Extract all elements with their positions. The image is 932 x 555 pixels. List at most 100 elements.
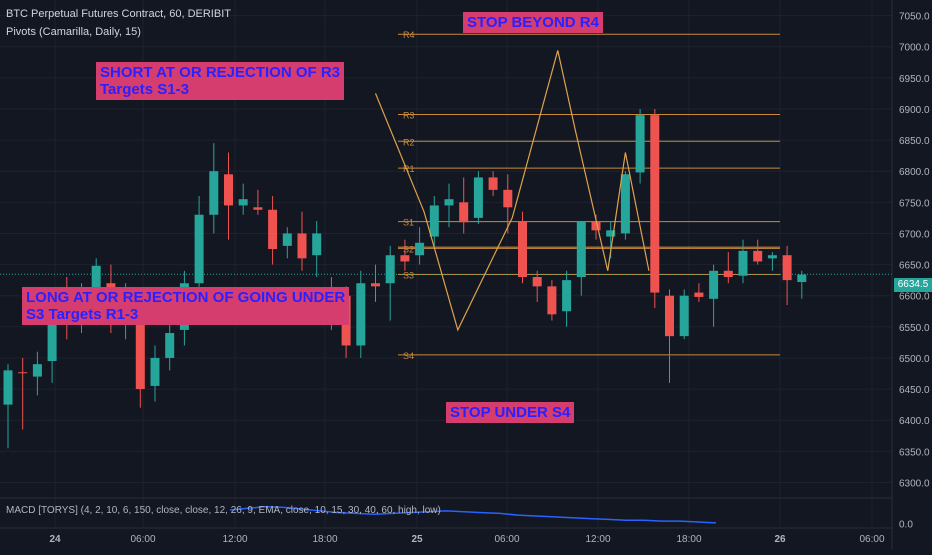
- y-tick-label: 6900.0: [899, 105, 930, 116]
- candle: [165, 320, 175, 371]
- y-tick-label: 6450.0: [899, 385, 930, 396]
- y-tick-label: 6400.0: [899, 416, 930, 427]
- candle: [503, 174, 513, 234]
- candle-body: [532, 277, 542, 287]
- macd-pane: 0.0: [0, 497, 913, 531]
- y-tick-label: 6300.0: [899, 478, 930, 489]
- candle: [532, 270, 542, 302]
- candle-body: [665, 295, 674, 337]
- pivot-label: S2: [403, 244, 414, 254]
- y-tick-label: 6350.0: [899, 447, 930, 458]
- pivot-label: S1: [403, 218, 414, 228]
- candle: [738, 239, 748, 284]
- y-tick-label: 6550.0: [899, 323, 930, 334]
- pivot-label: R4: [403, 30, 415, 40]
- candle: [268, 196, 278, 265]
- candle: [385, 245, 395, 321]
- candle-body: [782, 255, 792, 281]
- candle: [32, 351, 42, 396]
- x-tick-label: 18:00: [312, 534, 337, 545]
- candle: [723, 252, 733, 284]
- candle: [400, 239, 410, 271]
- candle: [620, 171, 630, 240]
- candle-body: [503, 189, 513, 208]
- candle: [709, 264, 719, 327]
- x-tick-label: 26: [774, 534, 786, 545]
- candle-body: [620, 174, 630, 234]
- stop-s4-callout: STOP UNDER S4: [446, 402, 575, 423]
- macd-label: MACD [TORYS] (4, 2, 10, 6, 150, close, c…: [6, 505, 441, 516]
- pivots-indicator-label: Pivots (Camarilla, Daily, 15): [6, 26, 141, 38]
- candle: [782, 245, 792, 306]
- candle: [224, 152, 233, 240]
- candle-body: [400, 255, 410, 262]
- candle-body: [91, 265, 101, 293]
- candle-body: [429, 205, 439, 237]
- candle-body: [576, 220, 586, 278]
- candle-body: [473, 177, 483, 218]
- pivot-label: R1: [403, 164, 415, 174]
- candle-body: [268, 209, 278, 249]
- candle-body: [591, 220, 601, 231]
- symbol-title: BTC Perpetual Futures Contract, 60, DERI…: [6, 8, 231, 20]
- x-tick-label: 06:00: [859, 534, 884, 545]
- pivot-label: S3: [403, 271, 414, 281]
- candle-body: [709, 270, 719, 299]
- y-tick-label: 6600.0: [899, 292, 930, 303]
- candle-body: [312, 233, 322, 256]
- short-callout: SHORT AT OR REJECTION OF R3 Targets S1-3: [96, 62, 345, 100]
- candle-body: [723, 270, 733, 278]
- candle-body: [18, 372, 28, 374]
- candle-body: [547, 286, 557, 315]
- candle: [253, 189, 263, 215]
- time-axis[interactable]: 24 06:00 12:00 18:00 25 06:00 12:00 18:00 26 06:0…: [0, 527, 892, 545]
- x-tick-label: 18:00: [676, 534, 701, 545]
- candle-body: [238, 199, 248, 206]
- candle-body: [753, 250, 763, 262]
- candle-body: [488, 177, 498, 190]
- candle-body: [518, 220, 527, 278]
- candle: [797, 270, 807, 299]
- candle-body: [650, 115, 660, 293]
- y-tick-label: 7050.0: [899, 12, 930, 23]
- candle: [150, 345, 160, 402]
- candle-body: [282, 233, 292, 246]
- candle-body: [562, 280, 572, 312]
- y-tick-label: 6500.0: [899, 354, 930, 365]
- candle: [665, 289, 674, 383]
- candle: [371, 264, 380, 302]
- candle-body: [635, 115, 645, 173]
- pivot-label: S4: [403, 351, 414, 361]
- candle-body: [3, 370, 13, 405]
- candle-body: [606, 230, 616, 237]
- candle: [635, 108, 645, 184]
- candle: [312, 220, 322, 278]
- candle: [444, 183, 454, 228]
- y-tick-label: 6750.0: [899, 198, 930, 209]
- candle-body: [444, 199, 454, 206]
- candle-body: [165, 333, 175, 358]
- candle: [297, 211, 307, 271]
- candle-body: [694, 292, 704, 297]
- y-tick-label: 6800.0: [899, 167, 930, 178]
- zigzag-overlay: [374, 50, 650, 332]
- candle: [562, 270, 572, 327]
- x-tick-label: 06:00: [494, 534, 519, 545]
- last-price-tag: 6634.5: [894, 278, 932, 292]
- candle-body: [297, 233, 307, 259]
- y-tick-label: 6950.0: [899, 74, 930, 85]
- long-callout: LONG AT OR REJECTION OF GOING UNDER S3 T…: [22, 287, 350, 325]
- y-tick-label: 7000.0: [899, 43, 930, 54]
- price-axis[interactable]: 6300.0 6350.0 6400.0 6450.0 6500.0 6550.0 6600…: [891, 0, 930, 550]
- x-tick-label: 25: [411, 534, 423, 545]
- candle-body: [415, 242, 425, 256]
- candle: [282, 227, 292, 259]
- candle: [473, 171, 483, 225]
- zigzag-line: [374, 50, 650, 332]
- candle-body: [224, 174, 233, 206]
- y-tick-label: 6700.0: [899, 229, 930, 240]
- x-tick-label: 24: [49, 534, 61, 545]
- candle-body: [738, 250, 748, 276]
- candle: [209, 143, 219, 234]
